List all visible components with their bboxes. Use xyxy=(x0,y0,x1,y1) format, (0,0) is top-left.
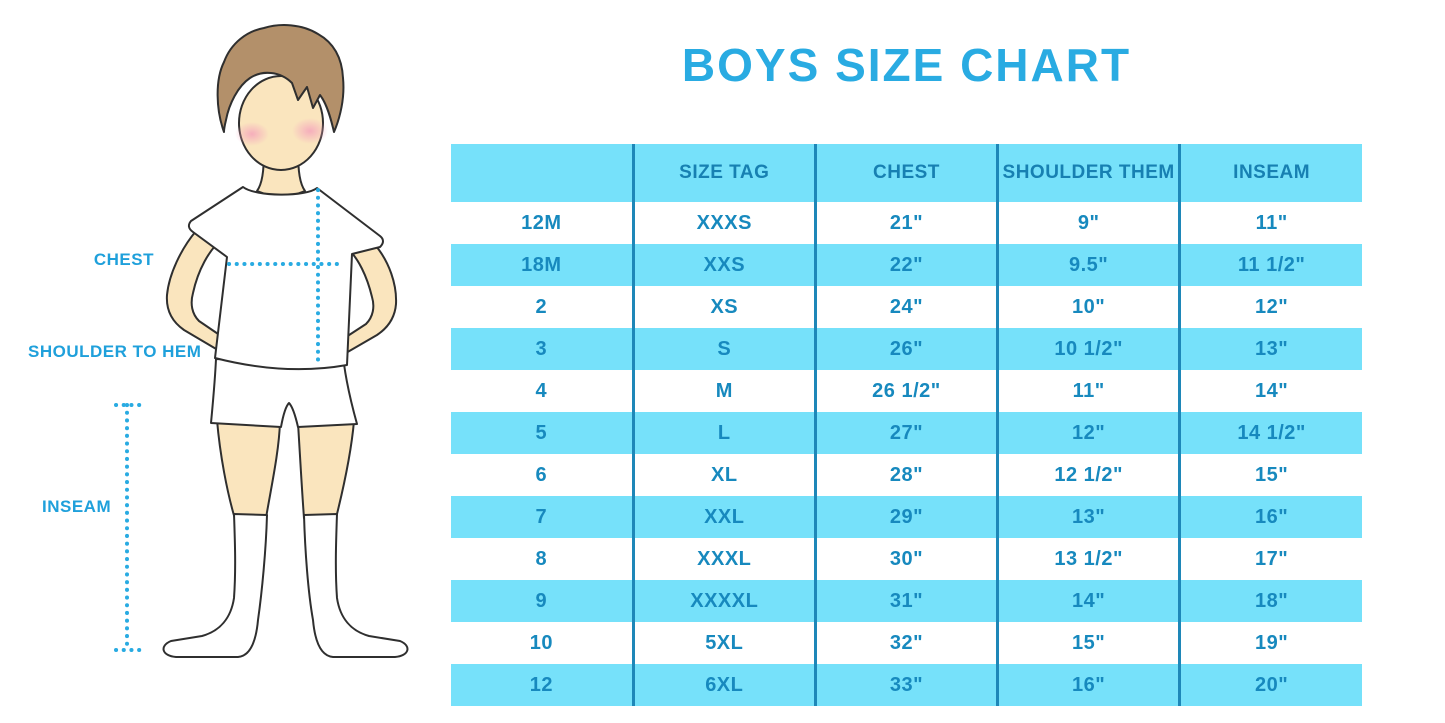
table-cell: 22" xyxy=(815,244,1000,286)
table-cell: 16" xyxy=(997,664,1182,706)
table-cell: 12 1/2" xyxy=(997,454,1182,496)
table-header-row: SIZE TAG CHEST SHOULDER THEM INSEAM xyxy=(451,144,1362,202)
table-cell: 13 1/2" xyxy=(997,538,1182,580)
size-chart-table: SIZE TAG CHEST SHOULDER THEM INSEAM 12M X… xyxy=(451,144,1362,706)
chest-label: CHEST xyxy=(93,250,154,269)
table-row: 12M XXXS 21" 9" 11" xyxy=(451,202,1362,244)
table-cell: 4 xyxy=(451,370,635,412)
table-cell: 12" xyxy=(997,412,1182,454)
table-cell: 10 xyxy=(451,622,635,664)
table-cell: 14" xyxy=(1255,379,1289,402)
table-cell: 16" xyxy=(1179,496,1362,538)
table-row: 12 6XL 33" 16" 20" xyxy=(451,664,1362,706)
table-cell: 28" xyxy=(815,454,1000,496)
table-cell: 13" xyxy=(1179,328,1362,370)
boy-right-leg xyxy=(297,420,355,519)
table-cell: 5 xyxy=(451,412,635,454)
table-cell: S xyxy=(633,328,817,370)
table-row: 8 XXXL 30" 13 1/2" 17" xyxy=(451,538,1362,580)
table-cell: 21" xyxy=(815,202,1000,244)
table-cell: 8 xyxy=(451,538,635,580)
table-cell: 19" xyxy=(1255,631,1289,654)
table-row: 7 XXL 29" 13" 16" xyxy=(451,496,1362,538)
table-row: 2 XS 24" 10" 12" xyxy=(451,286,1362,328)
boy-right-cheek-blush xyxy=(292,118,328,144)
table-cell: 3 xyxy=(451,328,635,370)
table-cell: 11" xyxy=(997,370,1182,412)
table-cell: 24" xyxy=(815,286,1000,328)
table-cell: XS xyxy=(633,286,817,328)
table-cell: XXXXL xyxy=(633,580,817,622)
table-cell: 18" xyxy=(1179,580,1362,622)
boy-left-cheek-blush xyxy=(235,122,269,146)
boy-shorts xyxy=(210,358,358,428)
table-cell: 20" xyxy=(1179,664,1362,706)
shoulder-to-hem-label: SHOULDER TO HEM xyxy=(28,342,202,361)
table-cell: 7 xyxy=(451,496,635,538)
header-cell-size-tag: SIZE TAG xyxy=(633,144,817,202)
table-cell: 11" xyxy=(1255,211,1288,234)
table-cell: XXXL xyxy=(633,538,817,580)
header-cell-shoulder-them: SHOULDER THEM xyxy=(997,144,1182,202)
table-cell: 6XL xyxy=(633,664,817,706)
table-cell: 12 xyxy=(451,664,635,706)
table-cell: 17" xyxy=(1255,547,1289,570)
table-cell: XXS xyxy=(633,244,817,286)
table-cell: 10 1/2" xyxy=(997,328,1182,370)
table-row: 3 S 26" 10 1/2" 13" xyxy=(451,328,1362,370)
table-cell: 27" xyxy=(815,412,1000,454)
table-cell: 31" xyxy=(815,580,1000,622)
size-table-body: 12M XXXS 21" 9" 11" 18M XXS 22" 9.5" 11 1/2" 2 XS 24… xyxy=(451,202,1362,706)
table-cell: 6 xyxy=(451,454,635,496)
inseam-label: INSEAM xyxy=(42,497,112,516)
table-cell: L xyxy=(633,412,817,454)
page-title: BOYS SIZE CHART xyxy=(681,39,1132,91)
table-cell: 5XL xyxy=(633,622,817,664)
boy-hair xyxy=(216,24,345,133)
table-cell: M xyxy=(633,370,817,412)
header-cell-blank xyxy=(451,144,635,202)
table-row: 4 M 26 1/2" 11" 14" xyxy=(451,370,1362,412)
table-cell: 2 xyxy=(451,286,635,328)
header-cell-chest: CHEST xyxy=(815,144,1000,202)
table-cell: 15" xyxy=(997,622,1182,664)
table-cell: XXL xyxy=(633,496,817,538)
table-cell: 12" xyxy=(1255,295,1289,318)
table-row: 9 XXXXL 31" 14" 18" xyxy=(451,580,1362,622)
table-cell: 29" xyxy=(815,496,1000,538)
table-cell: 9 xyxy=(451,580,635,622)
table-cell: XL xyxy=(633,454,817,496)
table-row: 6 XL 28" 12 1/2" 15" xyxy=(451,454,1362,496)
table-row: 5 L 27" 12" 14 1/2" xyxy=(451,412,1362,454)
boy-tshirt xyxy=(187,186,384,371)
table-cell: XXXS xyxy=(633,202,817,244)
table-cell: 26" xyxy=(815,328,1000,370)
table-row: 18M XXS 22" 9.5" 11 1/2" xyxy=(451,244,1362,286)
boy-left-sock xyxy=(162,513,268,658)
header-cell-inseam: INSEAM xyxy=(1179,144,1362,202)
table-cell: 12M xyxy=(451,202,635,244)
table-cell: 13" xyxy=(997,496,1182,538)
boy-right-sock xyxy=(303,513,409,658)
table-cell: 10" xyxy=(997,286,1182,328)
table-cell: 15" xyxy=(1255,463,1289,486)
table-cell: 33" xyxy=(815,664,1000,706)
table-row: 10 5XL 32" 15" 19" xyxy=(451,622,1362,664)
table-cell: 14" xyxy=(997,580,1182,622)
table-cell: 9.5" xyxy=(997,244,1182,286)
table-cell: 11 1/2" xyxy=(1179,244,1362,286)
table-cell: 14 1/2" xyxy=(1179,412,1362,454)
boy-illustration xyxy=(114,24,409,658)
table-cell: 30" xyxy=(815,538,1000,580)
table-cell: 9" xyxy=(997,202,1182,244)
boy-left-leg xyxy=(216,419,281,520)
table-cell: 32" xyxy=(815,622,1000,664)
table-cell: 18M xyxy=(451,244,635,286)
table-cell: 26 1/2" xyxy=(815,370,1000,412)
